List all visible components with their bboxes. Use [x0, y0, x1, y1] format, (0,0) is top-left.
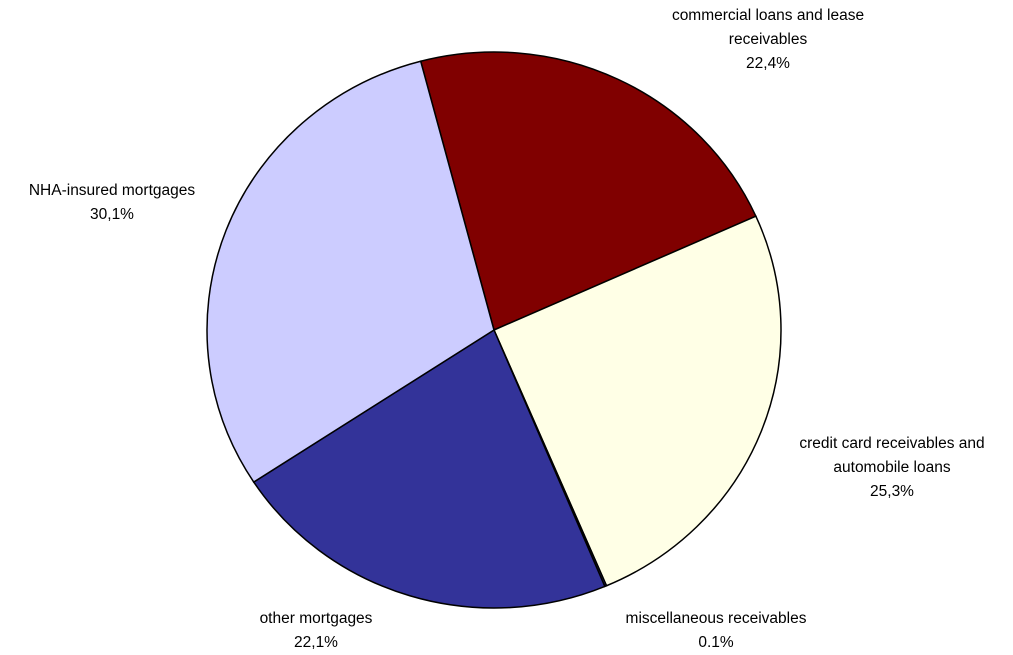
pie-slice-1: [493, 215, 782, 587]
slice-label-1: credit card receivables and automobile lo…: [799, 435, 984, 500]
pie-slice-0: [419, 51, 757, 332]
slice-label-3: other mortgages 22,1%: [260, 610, 373, 651]
slice-name-line: automobile loans: [833, 459, 950, 476]
pie-slice-3: [252, 328, 606, 609]
slice-value-label: 22,4%: [746, 55, 790, 72]
slice-name-line: commercial loans and lease: [672, 7, 864, 24]
pie-labels: commercial loans and lease receivables 22,…: [29, 7, 985, 651]
slice-label-0: commercial loans and lease receivables 22,…: [672, 7, 864, 72]
slice-label-4: NHA-insured mortgages 30,1%: [29, 182, 196, 223]
slice-value-label: 0.1%: [698, 634, 734, 651]
slice-label-2: miscellaneous receivables 0.1%: [626, 610, 807, 651]
slice-name-line: receivables: [729, 31, 808, 48]
slice-name-line: miscellaneous receivables: [626, 610, 807, 627]
slice-name-line: other mortgages: [260, 610, 373, 627]
pie-slice-4: [206, 60, 495, 484]
slice-value-label: 30,1%: [90, 206, 134, 223]
slice-value-label: 22,1%: [294, 634, 338, 651]
slice-name-line: credit card receivables and: [799, 435, 984, 452]
slice-name-line: NHA-insured mortgages: [29, 182, 196, 199]
slice-value-label: 25,3%: [870, 483, 914, 500]
pie-slices: [206, 51, 782, 609]
